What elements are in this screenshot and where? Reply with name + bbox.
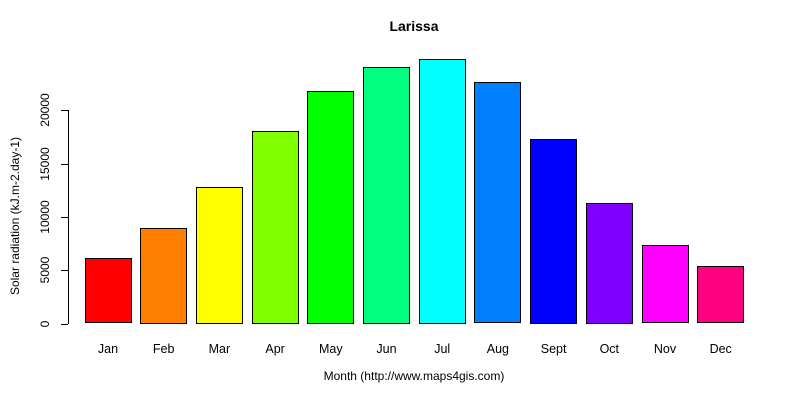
y-tick-mark bbox=[61, 163, 68, 165]
bar-mar bbox=[195, 187, 243, 324]
x-tick-label-jan: Jan bbox=[97, 342, 119, 356]
bar-may bbox=[307, 91, 355, 324]
x-tick-label-feb: Feb bbox=[152, 342, 175, 356]
bar-sept bbox=[530, 139, 578, 324]
y-tick-mark bbox=[61, 110, 68, 112]
y-tick-label: 10000 bbox=[38, 200, 52, 234]
y-tick-mark bbox=[61, 216, 68, 218]
x-tick-label-apr: Apr bbox=[265, 342, 285, 356]
y-tick-mark bbox=[61, 323, 68, 325]
bar-jul bbox=[418, 59, 466, 324]
x-tick-label-jul: Jul bbox=[434, 342, 451, 356]
y-tick-label: 0 bbox=[38, 320, 52, 327]
x-tick-label-aug: Aug bbox=[486, 342, 510, 356]
x-tick-label-mar: Mar bbox=[208, 342, 231, 356]
x-tick-label-dec: Dec bbox=[709, 342, 732, 356]
y-axis-label: Solar radiation (kJ.m-2.day-1) bbox=[8, 136, 22, 296]
x-tick-label-nov: Nov bbox=[653, 342, 677, 356]
y-tick-label: 15000 bbox=[38, 146, 52, 181]
y-tick-mark bbox=[61, 270, 68, 272]
y-tick-label: 20000 bbox=[38, 93, 52, 127]
chart-title: Larissa bbox=[389, 18, 439, 34]
bar-dec bbox=[697, 265, 745, 324]
y-tick-label: 5000 bbox=[38, 256, 52, 284]
y-axis-line bbox=[68, 110, 69, 324]
bar-oct bbox=[585, 203, 633, 324]
bar-jan bbox=[84, 257, 132, 324]
bar-nov bbox=[641, 245, 689, 324]
x-tick-label-jun: Jun bbox=[376, 342, 397, 356]
x-axis-label: Month (http://www.maps4gis.com) bbox=[323, 369, 505, 383]
x-tick-label-oct: Oct bbox=[599, 342, 620, 356]
bar-apr bbox=[251, 130, 299, 324]
bar-aug bbox=[474, 81, 522, 324]
bar-feb bbox=[140, 228, 188, 324]
x-tick-label-may: May bbox=[318, 342, 343, 356]
x-tick-label-sept: Sept bbox=[540, 342, 567, 356]
bar-jun bbox=[363, 67, 410, 324]
